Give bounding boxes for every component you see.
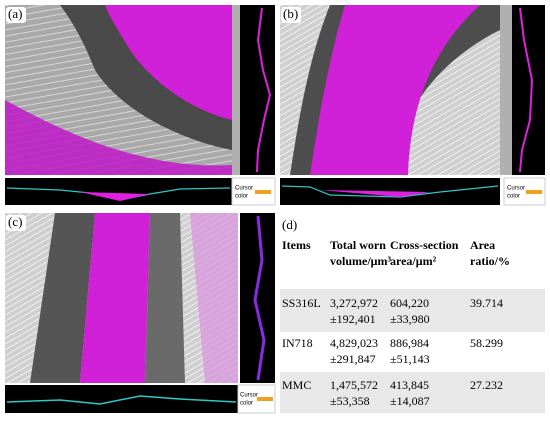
scale-strip <box>500 5 512 175</box>
profile-y <box>512 5 545 175</box>
profile-y <box>240 213 275 383</box>
cursor-label: Cursor <box>507 186 525 192</box>
panel-label: (a) <box>8 6 22 21</box>
panel-label: (c) <box>8 214 22 229</box>
cursor-label: color <box>240 401 253 407</box>
table-cell: MMC <box>282 378 311 392</box>
profile-line <box>253 215 266 381</box>
worn-region <box>310 5 480 175</box>
table-cell: 1,475,572 <box>330 378 378 392</box>
table-cell: ±33,980 <box>390 312 430 326</box>
dark-band <box>30 213 95 383</box>
cursor-label: color <box>235 194 248 200</box>
row-shade <box>280 291 545 332</box>
table-cell: ±51,143 <box>390 352 430 366</box>
table-cell: 58.299 <box>470 336 503 350</box>
panel-label: (b) <box>283 6 298 21</box>
table-cell: ±53,358 <box>330 394 370 408</box>
header-cell: Total worn <box>330 238 386 252</box>
profile-x <box>5 178 232 205</box>
table-cell: ±291,847 <box>330 352 376 366</box>
table-cell: ±192,401 <box>330 312 376 326</box>
worn-region <box>105 5 232 120</box>
cursor-label: color <box>507 194 520 200</box>
table-cell: 27.232 <box>470 378 503 392</box>
dark-band <box>145 213 185 383</box>
table-cell: ±14,087 <box>390 394 430 408</box>
profile-line <box>256 7 272 173</box>
panel-a: Cursor color (a) <box>5 5 276 206</box>
worn-region <box>80 213 150 383</box>
profile-fill <box>320 190 430 197</box>
cursor-swatch <box>257 397 273 401</box>
table-cell: 604,220 <box>390 296 429 310</box>
panel-b: Cursor color (b) <box>280 5 546 206</box>
scale-strip <box>232 5 240 175</box>
results-table: (d) Items Total worn volume/μm³ Cross-secti… <box>280 217 545 413</box>
cursor-swatch <box>255 190 271 194</box>
profile-fill <box>80 192 150 201</box>
row-shade <box>280 372 545 413</box>
table-cell: 39.714 <box>470 296 503 310</box>
panel-c: Cursor color (c) <box>5 213 276 414</box>
header-cell: Items <box>282 238 311 252</box>
label-box <box>6 215 26 231</box>
header-cell: ratio/% <box>470 254 510 268</box>
table-cell: 4,829,023 <box>330 336 378 350</box>
profile-line <box>281 185 499 198</box>
worn-region <box>190 213 238 383</box>
table-cell: 413,845 <box>390 378 429 392</box>
header-cell: volume/μm³ <box>330 254 391 268</box>
cursor-label: Cursor <box>240 393 258 399</box>
header-cell: Cross-section <box>390 238 459 252</box>
panel-label: (d) <box>282 217 297 232</box>
cursor-swatch <box>526 190 542 194</box>
worn-region <box>5 100 232 175</box>
header-cell: area/μm² <box>390 254 437 268</box>
profile-line <box>6 395 237 405</box>
label-box <box>281 7 301 23</box>
table-cell: SS316L <box>282 296 321 310</box>
cursor-label: Cursor <box>235 186 253 192</box>
table-cell: IN718 <box>282 336 313 350</box>
table-cell: 886,984 <box>390 336 429 350</box>
table-cell: 3,272,972 <box>330 296 378 310</box>
label-box <box>6 7 26 23</box>
profile-line <box>519 7 534 173</box>
header-cell: Area <box>470 238 495 252</box>
